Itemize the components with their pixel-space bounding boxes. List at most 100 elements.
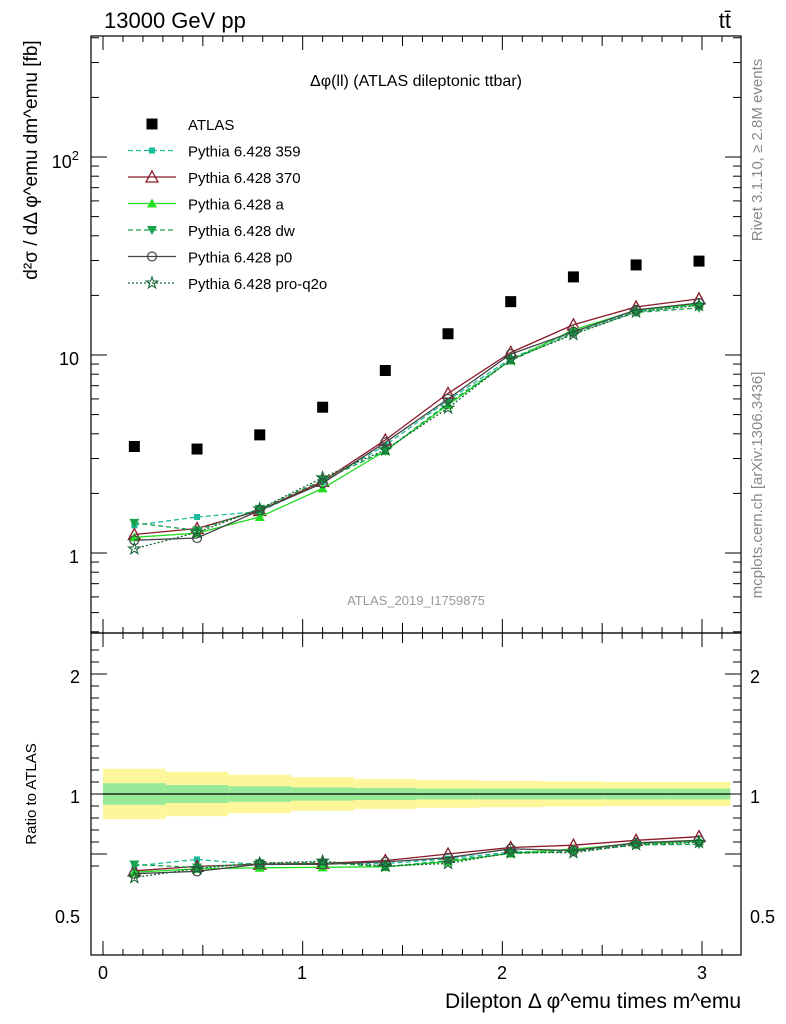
- mcplots-label: mcplots.cern.ch [arXiv:1306.3436]: [749, 372, 766, 599]
- ratio-y-tick-label: 2: [70, 667, 80, 687]
- main-series-group: [126, 255, 707, 556]
- data-point: [146, 118, 158, 130]
- ratio-y-axis-label: Ratio to ATLAS: [23, 743, 40, 844]
- series-line: [134, 298, 700, 536]
- data-point: [315, 469, 330, 485]
- energy-label: 13000 GeV pp: [104, 8, 246, 33]
- data-point: [628, 304, 644, 319]
- series-pythia-6-428-359: [131, 301, 703, 529]
- data-point: [567, 271, 579, 283]
- data-point: [128, 441, 140, 453]
- main-axis-ticks: [91, 36, 741, 955]
- ratio-frame: [90, 632, 742, 956]
- data-point: [440, 855, 456, 870]
- data-point: [144, 169, 160, 183]
- data-point: [317, 859, 328, 870]
- series-line: [134, 304, 700, 526]
- main-y-tick-label: 1: [69, 547, 79, 567]
- ratio-series-line: [134, 839, 700, 875]
- data-point: [144, 275, 160, 290]
- main-title: Δφ(ll) (ATLAS dileptonic ttbar): [310, 73, 522, 90]
- data-point: [505, 349, 516, 360]
- legend-entry: Pythia 6.428 370: [128, 169, 301, 187]
- data-point: [628, 836, 644, 851]
- legend-label: Pythia 6.428 a: [188, 197, 285, 214]
- data-point: [147, 226, 157, 235]
- main-y-tick-label: 10: [59, 349, 79, 369]
- x-tick-label: 3: [697, 963, 707, 983]
- ratio-series-pythia-6-428-pro-q2o: [126, 834, 707, 884]
- data-point: [315, 853, 330, 868]
- data-point: [194, 513, 201, 520]
- data-point: [191, 866, 203, 877]
- data-point: [129, 860, 140, 870]
- data-point: [380, 437, 391, 448]
- legend-label: ATLAS: [188, 117, 234, 134]
- data-point: [126, 541, 142, 556]
- main-y-tick-labels: 1 10 102: [52, 148, 79, 567]
- data-point: [380, 862, 391, 872]
- x-tick-label: 2: [497, 963, 507, 983]
- data-point: [378, 858, 393, 873]
- data-point: [317, 401, 329, 413]
- data-point: [317, 478, 328, 489]
- legend-entry: Pythia 6.428 pro-q2o: [128, 275, 327, 293]
- series-pythia-6-428-pro-q2o: [126, 297, 707, 556]
- ratio-y-tick-label: 0.5: [55, 907, 80, 927]
- data-point: [566, 326, 581, 341]
- series-pythia-6-428-p0: [129, 297, 705, 546]
- ratio-y-tick-label-right: 2: [750, 667, 760, 687]
- ratio-series-line: [134, 841, 700, 867]
- legend-entry: ATLAS: [146, 117, 234, 134]
- data-point: [379, 365, 391, 377]
- data-point: [146, 251, 158, 262]
- data-point: [192, 526, 203, 536]
- legend-label: Pythia 6.428 359: [188, 144, 301, 161]
- data-point: [189, 860, 205, 875]
- data-point: [630, 259, 642, 271]
- data-point: [149, 147, 155, 154]
- ratio-series-line: [134, 843, 700, 869]
- data-point: [252, 501, 268, 516]
- process-label: tt̄: [719, 8, 731, 33]
- data-point: [191, 532, 203, 544]
- data-point: [691, 834, 707, 849]
- ratio-y-tick-label: 1: [70, 787, 80, 807]
- series-pythia-6-428-dw: [129, 303, 705, 536]
- series-line: [134, 304, 700, 550]
- data-point: [503, 845, 518, 859]
- watermark: ATLAS_2019_I1759875: [347, 593, 485, 608]
- series-atlas: [128, 255, 705, 455]
- ratio-series-clipped: [126, 829, 707, 884]
- ratio-panel: [103, 768, 731, 820]
- data-point: [126, 869, 142, 884]
- data-point: [147, 198, 157, 208]
- legend-entry: Pythia 6.428 359: [128, 144, 301, 161]
- ratio-y-tick-label-right: 0.5: [750, 907, 775, 927]
- data-point: [442, 328, 454, 340]
- legend-label: Pythia 6.428 370: [188, 170, 301, 187]
- data-point: [442, 852, 454, 863]
- x-tick-label: 1: [297, 963, 307, 983]
- data-point: [254, 429, 266, 441]
- ratio-axis-ticks: [91, 649, 741, 867]
- data-point: [505, 296, 517, 308]
- data-point: [189, 524, 205, 539]
- main-y-tick-label: 102: [52, 148, 79, 172]
- series-pythia-6-428-370: [127, 291, 707, 541]
- data-point: [129, 532, 140, 542]
- legend-entry: Pythia 6.428 p0: [128, 250, 292, 267]
- legend-label: Pythia 6.428 dw: [188, 223, 295, 240]
- data-point: [129, 868, 140, 879]
- rivet-label: Rivet 3.1.10, ≥ 2.8M events: [749, 59, 766, 242]
- data-point: [254, 511, 265, 521]
- series-line: [134, 307, 700, 532]
- data-point: [129, 518, 140, 528]
- data-point: [252, 855, 267, 870]
- data-point: [380, 446, 391, 456]
- x-tick-label: 0: [98, 963, 108, 983]
- legend-entry: Pythia 6.428 dw: [128, 223, 295, 240]
- ratio-series-line: [134, 841, 700, 879]
- ratio-series-group: [126, 829, 707, 884]
